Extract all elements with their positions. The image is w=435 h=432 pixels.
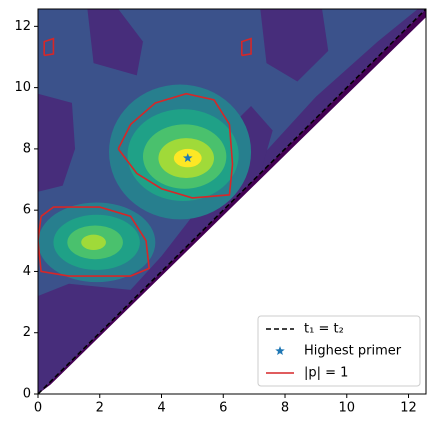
unit-contour xyxy=(38,206,151,277)
diagonal-line xyxy=(38,9,426,394)
contour-region xyxy=(38,93,76,192)
ticks: 0 2 4 6 8 10 12 0 2 4 6 8 10 12 xyxy=(14,19,416,416)
y-tick-label: 4 xyxy=(23,264,31,279)
y-tick-label: 8 xyxy=(23,141,31,156)
x-tick-label: 12 xyxy=(400,401,417,416)
x-tick-label: 4 xyxy=(157,401,165,416)
x-tick-label: 0 xyxy=(34,401,42,416)
unit-contour xyxy=(240,37,252,57)
y-tick-label: 12 xyxy=(14,19,31,34)
legend-label: t₁ = t₂ xyxy=(304,322,344,337)
contour-region xyxy=(87,9,143,76)
legend-label: Highest primer xyxy=(304,344,402,359)
contour-level xyxy=(81,234,106,251)
legend-label: |p| = 1 xyxy=(304,366,348,381)
legend-swatch xyxy=(275,346,285,356)
y-tick-label: 2 xyxy=(23,325,31,340)
x-tick-label: 6 xyxy=(219,401,227,416)
unit-contour xyxy=(117,92,234,199)
x-tick-label: 2 xyxy=(96,401,104,416)
legend: t₁ = t₂ Highest primer |p| = 1 xyxy=(257,315,421,387)
max-point xyxy=(182,153,193,163)
y-tick-label: 10 xyxy=(14,80,31,95)
plot-area xyxy=(38,9,426,394)
y-tick-label: 6 xyxy=(23,203,31,218)
axes-frame xyxy=(37,8,427,395)
legend-box xyxy=(257,315,421,387)
x-tick-label: 8 xyxy=(281,401,289,416)
x-tick-label: 10 xyxy=(338,401,355,416)
y-tick-label: 0 xyxy=(23,387,31,402)
contour-region xyxy=(260,9,329,82)
unit-contour xyxy=(43,37,55,57)
